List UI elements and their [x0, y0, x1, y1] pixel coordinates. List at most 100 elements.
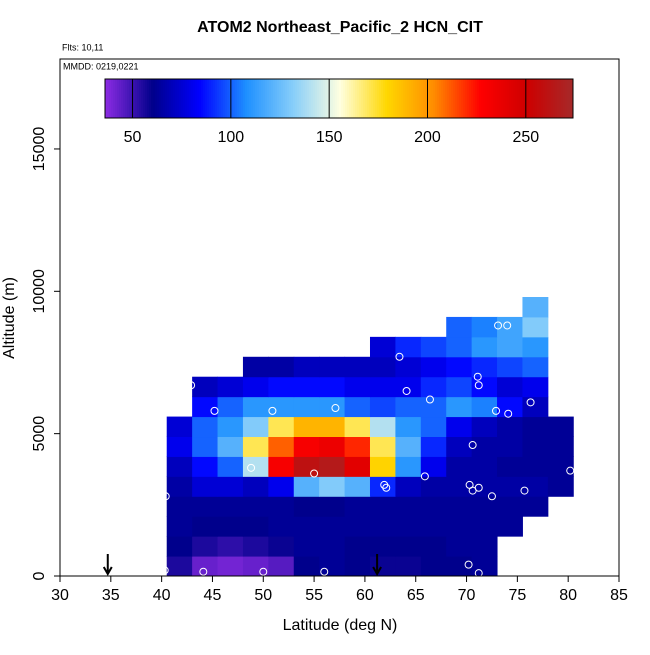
heat-cell: [319, 436, 346, 457]
heat-cell: [471, 436, 498, 457]
colorbar-swatch: [179, 79, 182, 118]
colorbar-swatch: [189, 79, 192, 118]
heat-cell: [344, 496, 371, 517]
heat-cell: [446, 396, 473, 418]
observation-point: [310, 469, 319, 478]
colorbar-swatch: [557, 79, 560, 118]
heat-cell: [369, 356, 396, 378]
colorbar-swatch: [523, 79, 526, 118]
colorbar-swatch: [109, 79, 112, 118]
colorbar-swatch: [325, 79, 328, 118]
colorbar-swatch: [213, 79, 216, 118]
heat-cell: [471, 556, 498, 577]
heat-cell: [547, 436, 574, 457]
heat-cell: [522, 316, 549, 338]
colorbar-swatch: [517, 79, 520, 118]
colorbar-tick-label: 100: [217, 129, 244, 146]
colorbar-swatch: [239, 79, 242, 118]
heat-cell: [192, 556, 219, 577]
y-tick-label: 0: [31, 571, 48, 580]
heat-cell: [319, 376, 346, 398]
heat-cell: [268, 396, 295, 418]
colorbar-swatch: [427, 79, 430, 118]
observation-point: [420, 472, 429, 481]
colorbar-swatch: [113, 79, 116, 118]
colorbar-swatch: [217, 79, 220, 118]
heat-cell: [344, 536, 371, 557]
heat-cell: [166, 556, 193, 577]
heat-cell: [166, 476, 193, 497]
colorbar-swatch: [333, 79, 336, 118]
colorbar-swatch: [231, 79, 234, 118]
colorbar-swatch: [117, 79, 120, 118]
colorbar-swatch: [407, 79, 410, 118]
colorbar-swatch: [451, 79, 454, 118]
colorbar-swatch: [499, 79, 502, 118]
colorbar-swatch: [247, 79, 250, 118]
y-axis-label: Altitude (m): [1, 277, 18, 359]
heat-cell: [166, 516, 193, 537]
heat-cell: [522, 456, 549, 477]
colorbar-swatch: [223, 79, 226, 118]
colorbar-swatch: [489, 79, 492, 118]
colorbar-swatch: [533, 79, 536, 118]
colorbar-swatch: [437, 79, 440, 118]
colorbar-swatch: [371, 79, 374, 118]
heat-cell: [293, 416, 320, 438]
colorbar-swatch: [471, 79, 474, 118]
heat-cell: [166, 536, 193, 557]
flights-label: Flts: 10,11: [62, 42, 103, 52]
colorbar-swatch: [389, 79, 392, 118]
heat-cell: [217, 556, 244, 577]
heat-cell: [471, 316, 498, 338]
colorbar-swatch: [359, 79, 362, 118]
colorbar-swatch: [263, 79, 266, 118]
observation-point: [494, 321, 503, 330]
heat-cell: [293, 456, 320, 477]
observation-point: [566, 466, 575, 475]
heat-cell: [293, 496, 320, 517]
heat-cell: [268, 436, 295, 457]
colorbar-swatch: [251, 79, 254, 118]
heat-cell: [166, 496, 193, 517]
heat-cell: [268, 476, 295, 497]
heat-cell: [319, 456, 346, 477]
x-tick-label: 45: [204, 587, 222, 604]
observation-point: [474, 569, 483, 578]
x-axis-label: Latitude (deg N): [283, 617, 398, 634]
colorbar-swatch: [421, 79, 424, 118]
colorbar-swatch: [341, 79, 344, 118]
heat-cell: [471, 496, 498, 517]
colorbar-swatch: [143, 79, 146, 118]
heat-cell: [446, 376, 473, 398]
heat-cell: [497, 436, 523, 457]
heat-cell: [369, 496, 396, 517]
heat-cell: [319, 476, 346, 497]
colorbar-swatch: [383, 79, 386, 118]
colorbar-swatch: [425, 79, 428, 118]
heat-cell: [344, 556, 371, 577]
colorbar-swatch: [141, 79, 144, 118]
colorbar-swatch: [137, 79, 140, 118]
colorbar-swatch: [257, 79, 260, 118]
heat-cell: [344, 376, 371, 398]
colorbar-swatch: [249, 79, 252, 118]
colorbar-swatch: [527, 79, 530, 118]
colorbar-swatch: [449, 79, 452, 118]
heat-cell: [293, 516, 320, 537]
heat-cell: [293, 356, 320, 378]
observation-point: [395, 352, 404, 361]
colorbar-swatch: [347, 79, 350, 118]
colorbar-swatch: [233, 79, 236, 118]
colorbar-swatch: [299, 79, 302, 118]
x-tick-label: 35: [102, 587, 120, 604]
colorbar-swatch: [507, 79, 510, 118]
colorbar-swatch: [375, 79, 378, 118]
x-tick-label: 85: [610, 587, 628, 604]
colorbar-swatch: [205, 79, 208, 118]
colorbar-swatch: [303, 79, 306, 118]
x-tick-label: 30: [51, 587, 69, 604]
colorbar-swatch: [537, 79, 540, 118]
colorbar-swatch: [491, 79, 494, 118]
heat-cell: [242, 376, 269, 398]
